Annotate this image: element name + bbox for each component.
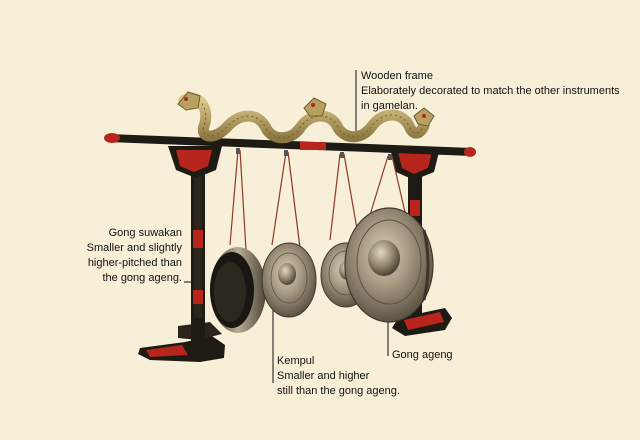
kempul-gong-1 bbox=[261, 242, 317, 318]
kempul-line-2: still than the gong ageng. bbox=[277, 385, 400, 397]
gong-ageng-callout: Gong ageng bbox=[392, 348, 453, 363]
gong-suwakan-callout: Gong suwakan Smaller and slightly higher… bbox=[84, 226, 182, 286]
wooden-frame-line-1: Elaborately decorated to match the other… bbox=[361, 85, 620, 97]
dragon-carving bbox=[177, 91, 435, 144]
wooden-frame-line-2: in gamelan. bbox=[361, 100, 418, 112]
hooks bbox=[236, 148, 392, 160]
gong-suwakan-line-3: the gong ageng. bbox=[102, 272, 182, 284]
kempul-line-1: Smaller and higher bbox=[277, 370, 370, 382]
wooden-frame-callout: Wooden frame Elaborately decorated to ma… bbox=[361, 69, 620, 114]
gong-suwakan-title: Gong suwakan bbox=[108, 227, 182, 239]
frame-brackets bbox=[168, 146, 440, 180]
wooden-frame-title: Wooden frame bbox=[361, 70, 433, 82]
gong-ageng bbox=[344, 207, 434, 323]
kempul-callout: Kempul Smaller and higher still than the… bbox=[277, 354, 400, 399]
kempul-title: Kempul bbox=[277, 355, 315, 367]
hanging-cords bbox=[229, 149, 406, 251]
gong-suwakan bbox=[210, 247, 266, 333]
gong-ageng-title: Gong ageng bbox=[392, 349, 453, 361]
wooden-frame-beam bbox=[104, 133, 476, 157]
gong-suwakan-line-1: Smaller and slightly bbox=[86, 242, 182, 254]
gong-suwakan-line-2: higher-pitched than bbox=[87, 257, 182, 269]
